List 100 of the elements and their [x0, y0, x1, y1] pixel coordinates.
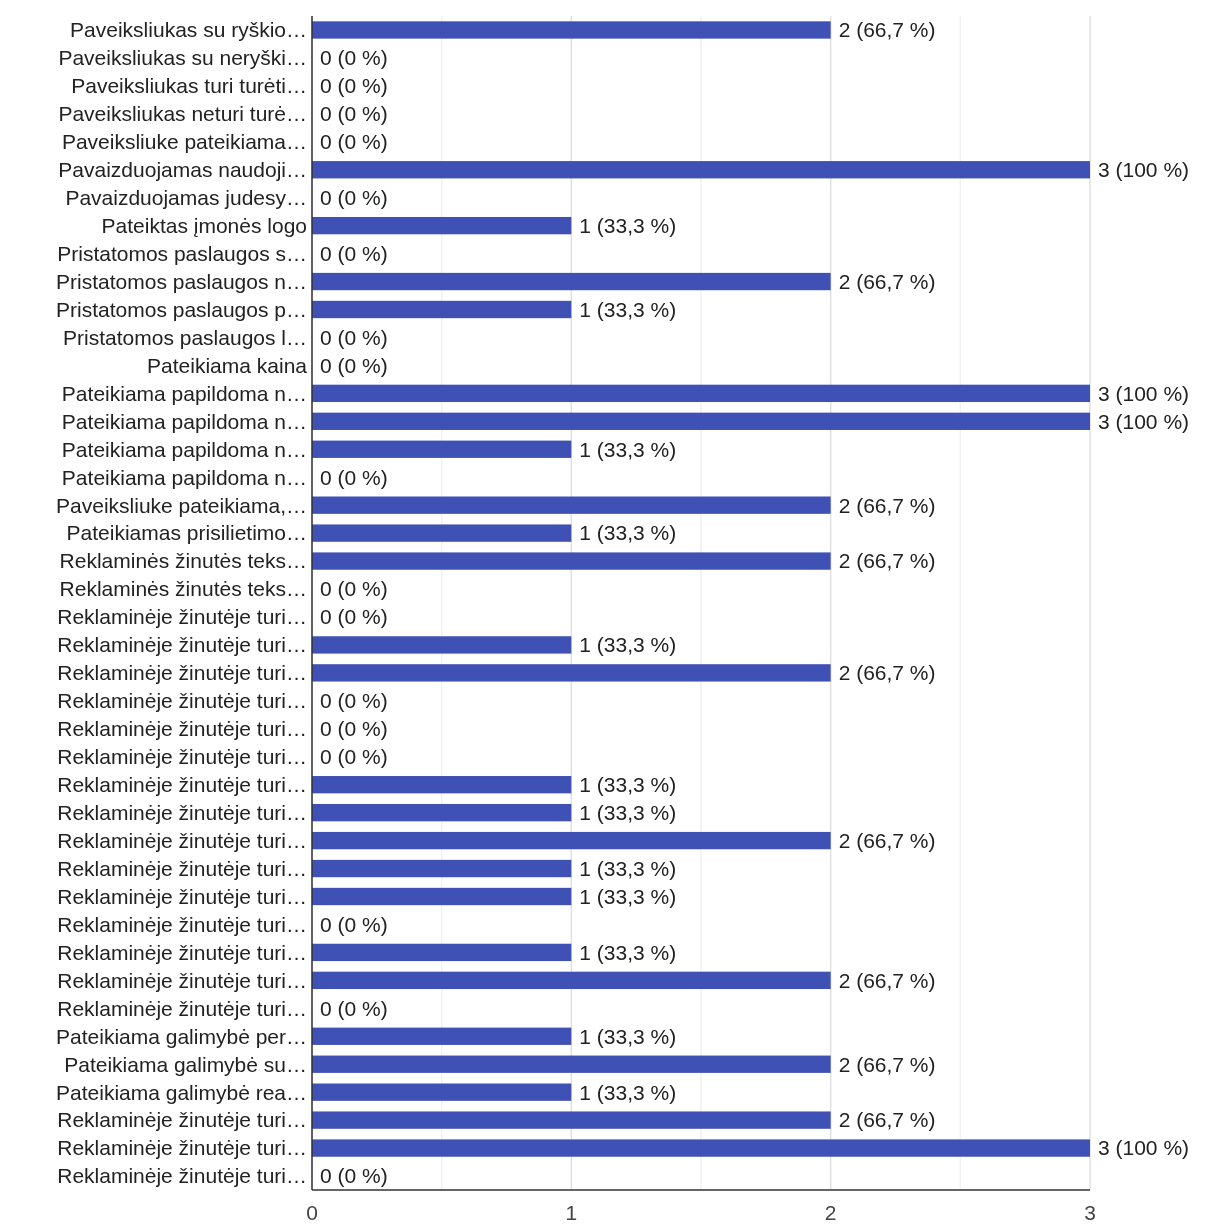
- bar: [312, 272, 831, 291]
- bar: [312, 1139, 1090, 1157]
- y-tick-label: Pateikiamas prisilietimo…: [66, 521, 307, 545]
- data-label: 0 (0 %): [320, 745, 388, 769]
- data-label: 1 (33,3 %): [579, 633, 677, 657]
- bar: [312, 1111, 831, 1129]
- bar: [312, 524, 572, 542]
- data-label: 2 (66,7 %): [838, 1052, 936, 1076]
- data-label: 3 (100 %): [1098, 158, 1190, 182]
- data-label: 1 (33,3 %): [579, 297, 677, 321]
- y-tick-label: Pateikiama papildoma n…: [61, 465, 307, 489]
- data-label: 3 (100 %): [1098, 409, 1190, 433]
- bar: [312, 971, 831, 990]
- y-tick-label: Reklaminėje žinutėje turi…: [57, 1136, 307, 1160]
- y-tick-label: Pristatomos paslaugos l…: [63, 325, 307, 349]
- data-label: 0 (0 %): [320, 465, 388, 489]
- data-label: 2 (66,7 %): [838, 968, 936, 992]
- y-tick-label: Reklaminėje žinutėje turi…: [57, 605, 307, 629]
- y-tick-label: Reklaminėje žinutėje turi…: [57, 828, 307, 852]
- y-tick-label: Pateikiama galimybė su…: [64, 1052, 307, 1076]
- data-label: 1 (33,3 %): [579, 940, 677, 964]
- data-label: 3 (100 %): [1098, 381, 1190, 405]
- y-tick-label: Reklaminėje žinutėje turi…: [57, 996, 307, 1020]
- y-tick-label: Pateikiama papildoma n…: [61, 409, 307, 433]
- y-tick-label: Reklaminėje žinutėje turi…: [57, 717, 307, 741]
- y-tick-label: Reklaminės žinutės teks…: [59, 549, 307, 573]
- data-label: 1 (33,3 %): [579, 437, 677, 461]
- bar: [312, 943, 572, 962]
- bar: [312, 1083, 572, 1101]
- y-tick-label: Reklaminėje žinutėje turi…: [57, 884, 307, 908]
- data-label: 0 (0 %): [320, 996, 388, 1020]
- bar: [312, 412, 1090, 430]
- bar: [312, 552, 831, 570]
- y-tick-label: Reklaminėje žinutėje turi…: [57, 1164, 307, 1188]
- data-label: 3 (100 %): [1098, 1136, 1190, 1160]
- y-tick-label: Reklaminėje žinutėje turi…: [57, 661, 307, 685]
- y-tick-label: Paveiksliukas neturi turė…: [58, 102, 307, 126]
- data-label: 2 (66,7 %): [838, 18, 936, 42]
- y-tick-label: Pateikiama galimybė per…: [56, 1024, 307, 1048]
- data-label: 0 (0 %): [320, 717, 388, 741]
- data-label: 1 (33,3 %): [579, 800, 677, 824]
- y-tick-label: Pateikiama papildoma n…: [61, 437, 307, 461]
- data-label: 1 (33,3 %): [579, 856, 677, 880]
- y-tick-label: Paveiksliuke pateikiama,…: [56, 493, 307, 517]
- data-label: 2 (66,7 %): [838, 549, 936, 573]
- bar: [312, 664, 831, 682]
- y-tick-label: Reklaminėje žinutėje turi…: [57, 1108, 307, 1132]
- y-tick-label: Reklaminėje žinutėje turi…: [57, 800, 307, 824]
- bar: [312, 384, 1090, 403]
- data-label: 0 (0 %): [320, 74, 388, 98]
- data-label: 2 (66,7 %): [838, 269, 936, 293]
- y-tick-label: Paveiksliukas turi turėti…: [71, 74, 307, 98]
- y-tick-label: Paveiksliukas su neryški…: [58, 46, 307, 70]
- y-tick-label: Reklaminėje žinutėje turi…: [57, 856, 307, 880]
- y-tick-label: Pristatomos paslaugos n…: [56, 269, 307, 293]
- y-tick-label: Pristatomos paslaugos p…: [56, 297, 307, 321]
- y-tick-label: Reklaminėje žinutėje turi…: [57, 745, 307, 769]
- data-label: 0 (0 %): [320, 912, 388, 936]
- data-label: 0 (0 %): [320, 577, 388, 601]
- data-label: 0 (0 %): [320, 325, 388, 349]
- bar: [312, 776, 572, 794]
- x-tick-label: 0: [306, 1201, 318, 1224]
- x-tick-label: 3: [1084, 1201, 1096, 1224]
- y-tick-label: Pateikiama galimybė rea…: [56, 1080, 307, 1104]
- y-tick-label: Paveiksliukas su ryškio…: [70, 18, 307, 42]
- data-label: 0 (0 %): [320, 186, 388, 210]
- bar: [312, 216, 572, 235]
- data-label: 2 (66,7 %): [838, 1108, 936, 1132]
- data-label: 0 (0 %): [320, 130, 388, 154]
- data-label: 0 (0 %): [320, 353, 388, 377]
- bar: [312, 496, 831, 514]
- data-label: 0 (0 %): [320, 46, 388, 70]
- data-label: 2 (66,7 %): [838, 828, 936, 852]
- bar: [312, 300, 572, 319]
- y-tick-label: Pavaizduojamas judesy…: [65, 186, 307, 210]
- bar: [312, 21, 831, 39]
- data-label: 1 (33,3 %): [579, 521, 677, 545]
- data-label: 2 (66,7 %): [838, 493, 936, 517]
- data-label: 0 (0 %): [320, 1164, 388, 1188]
- bar: [312, 887, 572, 906]
- data-label: 1 (33,3 %): [579, 1080, 677, 1104]
- bar: [312, 440, 572, 458]
- y-tick-label: Reklaminėje žinutėje turi…: [57, 968, 307, 992]
- y-tick-label: Pateiktas įmonės logo: [101, 213, 307, 237]
- data-label: 1 (33,3 %): [579, 884, 677, 908]
- y-tick-label: Pavaizduojamas naudoji…: [58, 158, 307, 182]
- y-tick-label: Pateikiama kaina: [147, 353, 308, 377]
- bar: [312, 161, 1090, 179]
- y-tick-label: Reklaminės žinutės teks…: [59, 577, 307, 601]
- y-tick-label: Reklaminėje žinutėje turi…: [57, 773, 307, 797]
- bar: [312, 1027, 572, 1045]
- data-label: 0 (0 %): [320, 102, 388, 126]
- y-tick-label: Paveiksliuke pateikiama…: [61, 130, 307, 154]
- data-label: 0 (0 %): [320, 241, 388, 265]
- data-label: 1 (33,3 %): [579, 773, 677, 797]
- y-tick-label: Pateikiama papildoma n…: [61, 381, 307, 405]
- y-tick-label: Reklaminėje žinutėje turi…: [57, 689, 307, 713]
- bar: [312, 859, 572, 878]
- data-label: 1 (33,3 %): [579, 213, 677, 237]
- x-tick-label: 2: [824, 1201, 837, 1224]
